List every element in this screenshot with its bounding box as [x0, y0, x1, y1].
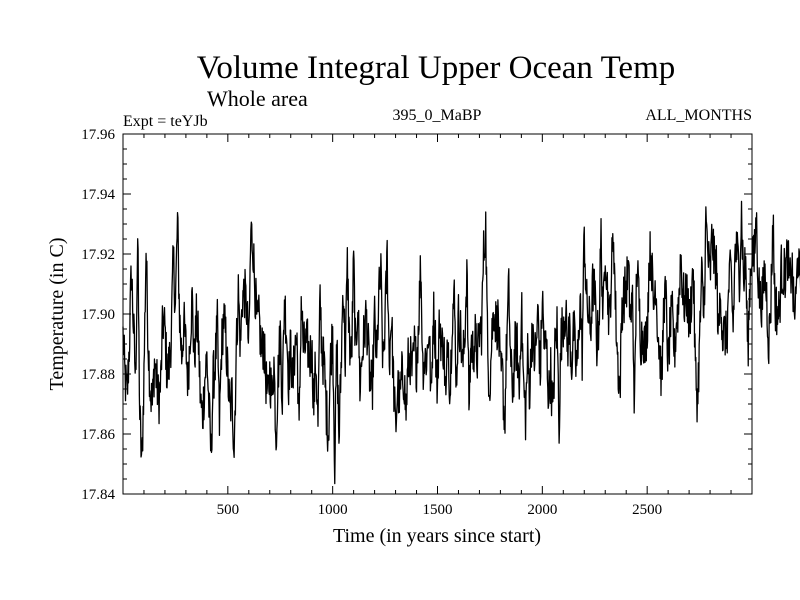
y-tick-label: 17.90: [81, 307, 115, 323]
x-tick-label: 1500: [423, 502, 453, 518]
series-layer: [122, 200, 800, 485]
y-tick-label: 17.96: [81, 127, 115, 143]
x-tick-label: 500: [217, 502, 240, 518]
y-tick-label: 17.86: [81, 427, 115, 443]
y-tick-label: 17.94: [81, 187, 115, 203]
axis-ticks: [123, 134, 752, 494]
chart-title: Volume Integral Upper Ocean Temp: [197, 50, 675, 86]
x-tick-label: 2000: [527, 502, 557, 518]
x-axis-label: Time (in years since start): [333, 525, 541, 547]
series-line: [122, 200, 800, 485]
chart-subtitle: Whole area: [207, 86, 308, 111]
annotation-center: 395_0_MaBP: [393, 107, 482, 124]
y-tick-label: 17.88: [81, 367, 115, 383]
x-tick-label: 2500: [632, 502, 662, 518]
y-tick-label: 17.84: [81, 487, 115, 503]
y-tick-label: 17.92: [81, 247, 115, 263]
annotation-left: Expt = teYJb: [123, 113, 208, 130]
tick-labels: 500 1000 1500 2000 2500 17.84 17.86 17.88 17.90 1…: [81, 127, 662, 518]
x-tick-label: 1000: [318, 502, 348, 518]
annotation-right: ALL_MONTHS: [645, 107, 752, 124]
y-axis-label: Temperature (in C): [46, 238, 68, 391]
